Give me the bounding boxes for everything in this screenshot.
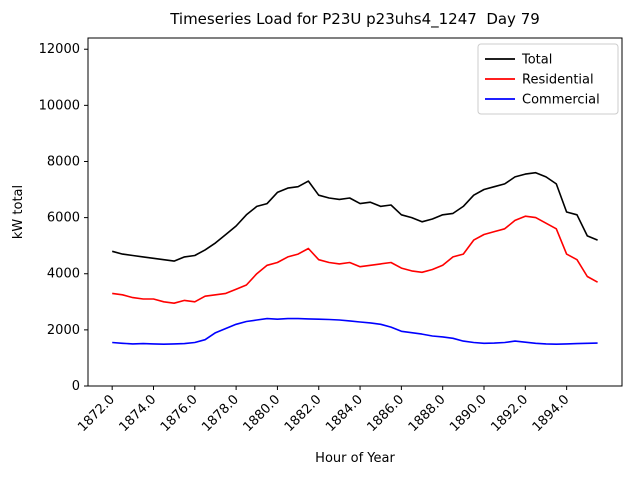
- axes-frame: [87, 37, 623, 387]
- x-tick-label: 1892.0: [488, 392, 531, 435]
- x-tick-label: 1894.0: [530, 392, 573, 435]
- x-axis-label: Hour of Year: [315, 451, 395, 466]
- series-line-commercial: [112, 317, 598, 346]
- legend-label: Residential: [522, 73, 594, 88]
- legend-box: [477, 43, 619, 115]
- x-tick-label: 1874.0: [117, 392, 160, 435]
- y-tick-label: 6000: [47, 211, 80, 226]
- y-tick-label: 12000: [39, 42, 80, 57]
- plot-area: 1872.01874.01876.01878.01880.01882.01884…: [39, 37, 623, 435]
- legend-label: Total: [521, 53, 552, 68]
- x-tick-label: 1884.0: [323, 392, 366, 435]
- x-tick-label: 1890.0: [447, 392, 490, 435]
- x-tick-label: 1876.0: [158, 392, 201, 435]
- y-tick-label: 2000: [47, 323, 80, 338]
- series-line-total: [111, 171, 598, 262]
- series-line-residential: [112, 215, 598, 305]
- x-tick-label: 1882.0: [282, 392, 325, 435]
- x-tick-label: 1880.0: [240, 392, 283, 435]
- y-tick-label: 10000: [39, 98, 80, 113]
- y-tick-label: 4000: [47, 267, 80, 282]
- y-tick-label: 8000: [47, 154, 80, 169]
- x-tick-label: 1886.0: [364, 392, 407, 435]
- legend-label: Commercial: [522, 93, 600, 108]
- x-tick-label: 1878.0: [199, 392, 242, 435]
- chart-title: Timeseries Load for P23U p23uhs4_1247 Da…: [169, 10, 540, 29]
- y-axis-label: kW total: [11, 185, 26, 239]
- x-tick-label: 1888.0: [406, 392, 449, 435]
- x-tick-label: 1872.0: [75, 392, 118, 435]
- y-tick-label: 0: [72, 379, 80, 394]
